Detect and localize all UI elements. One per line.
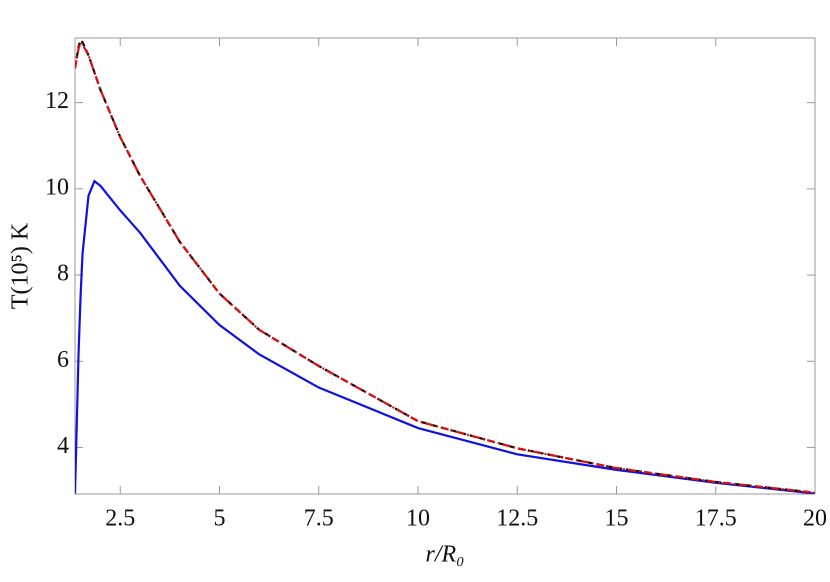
x-tick-label: 10	[406, 506, 430, 532]
y-tick-label: 12	[45, 88, 69, 114]
line-series	[75, 40, 815, 494]
frame	[74, 37, 816, 495]
y-tick-label: 8	[57, 261, 69, 287]
x-tick-label: 5	[214, 506, 226, 532]
x-tick-label: 15	[605, 506, 629, 532]
x-tick-label: 12.5	[496, 506, 538, 532]
x-tick-label: 7.5	[304, 506, 334, 532]
x-tick-label: 20	[803, 506, 827, 532]
x-tick-label: 17.5	[695, 506, 737, 532]
line-series	[75, 179, 815, 494]
y-tick-label: 4	[57, 433, 69, 459]
x-axis-label: r/R₀	[425, 542, 464, 568]
line-series	[75, 38, 815, 494]
y-axis-label: T(10⁵) K	[8, 222, 34, 309]
y-tick-label: 10	[45, 174, 69, 200]
y-tick-label: 6	[57, 347, 69, 373]
x-tick-label: 2.5	[105, 506, 135, 532]
